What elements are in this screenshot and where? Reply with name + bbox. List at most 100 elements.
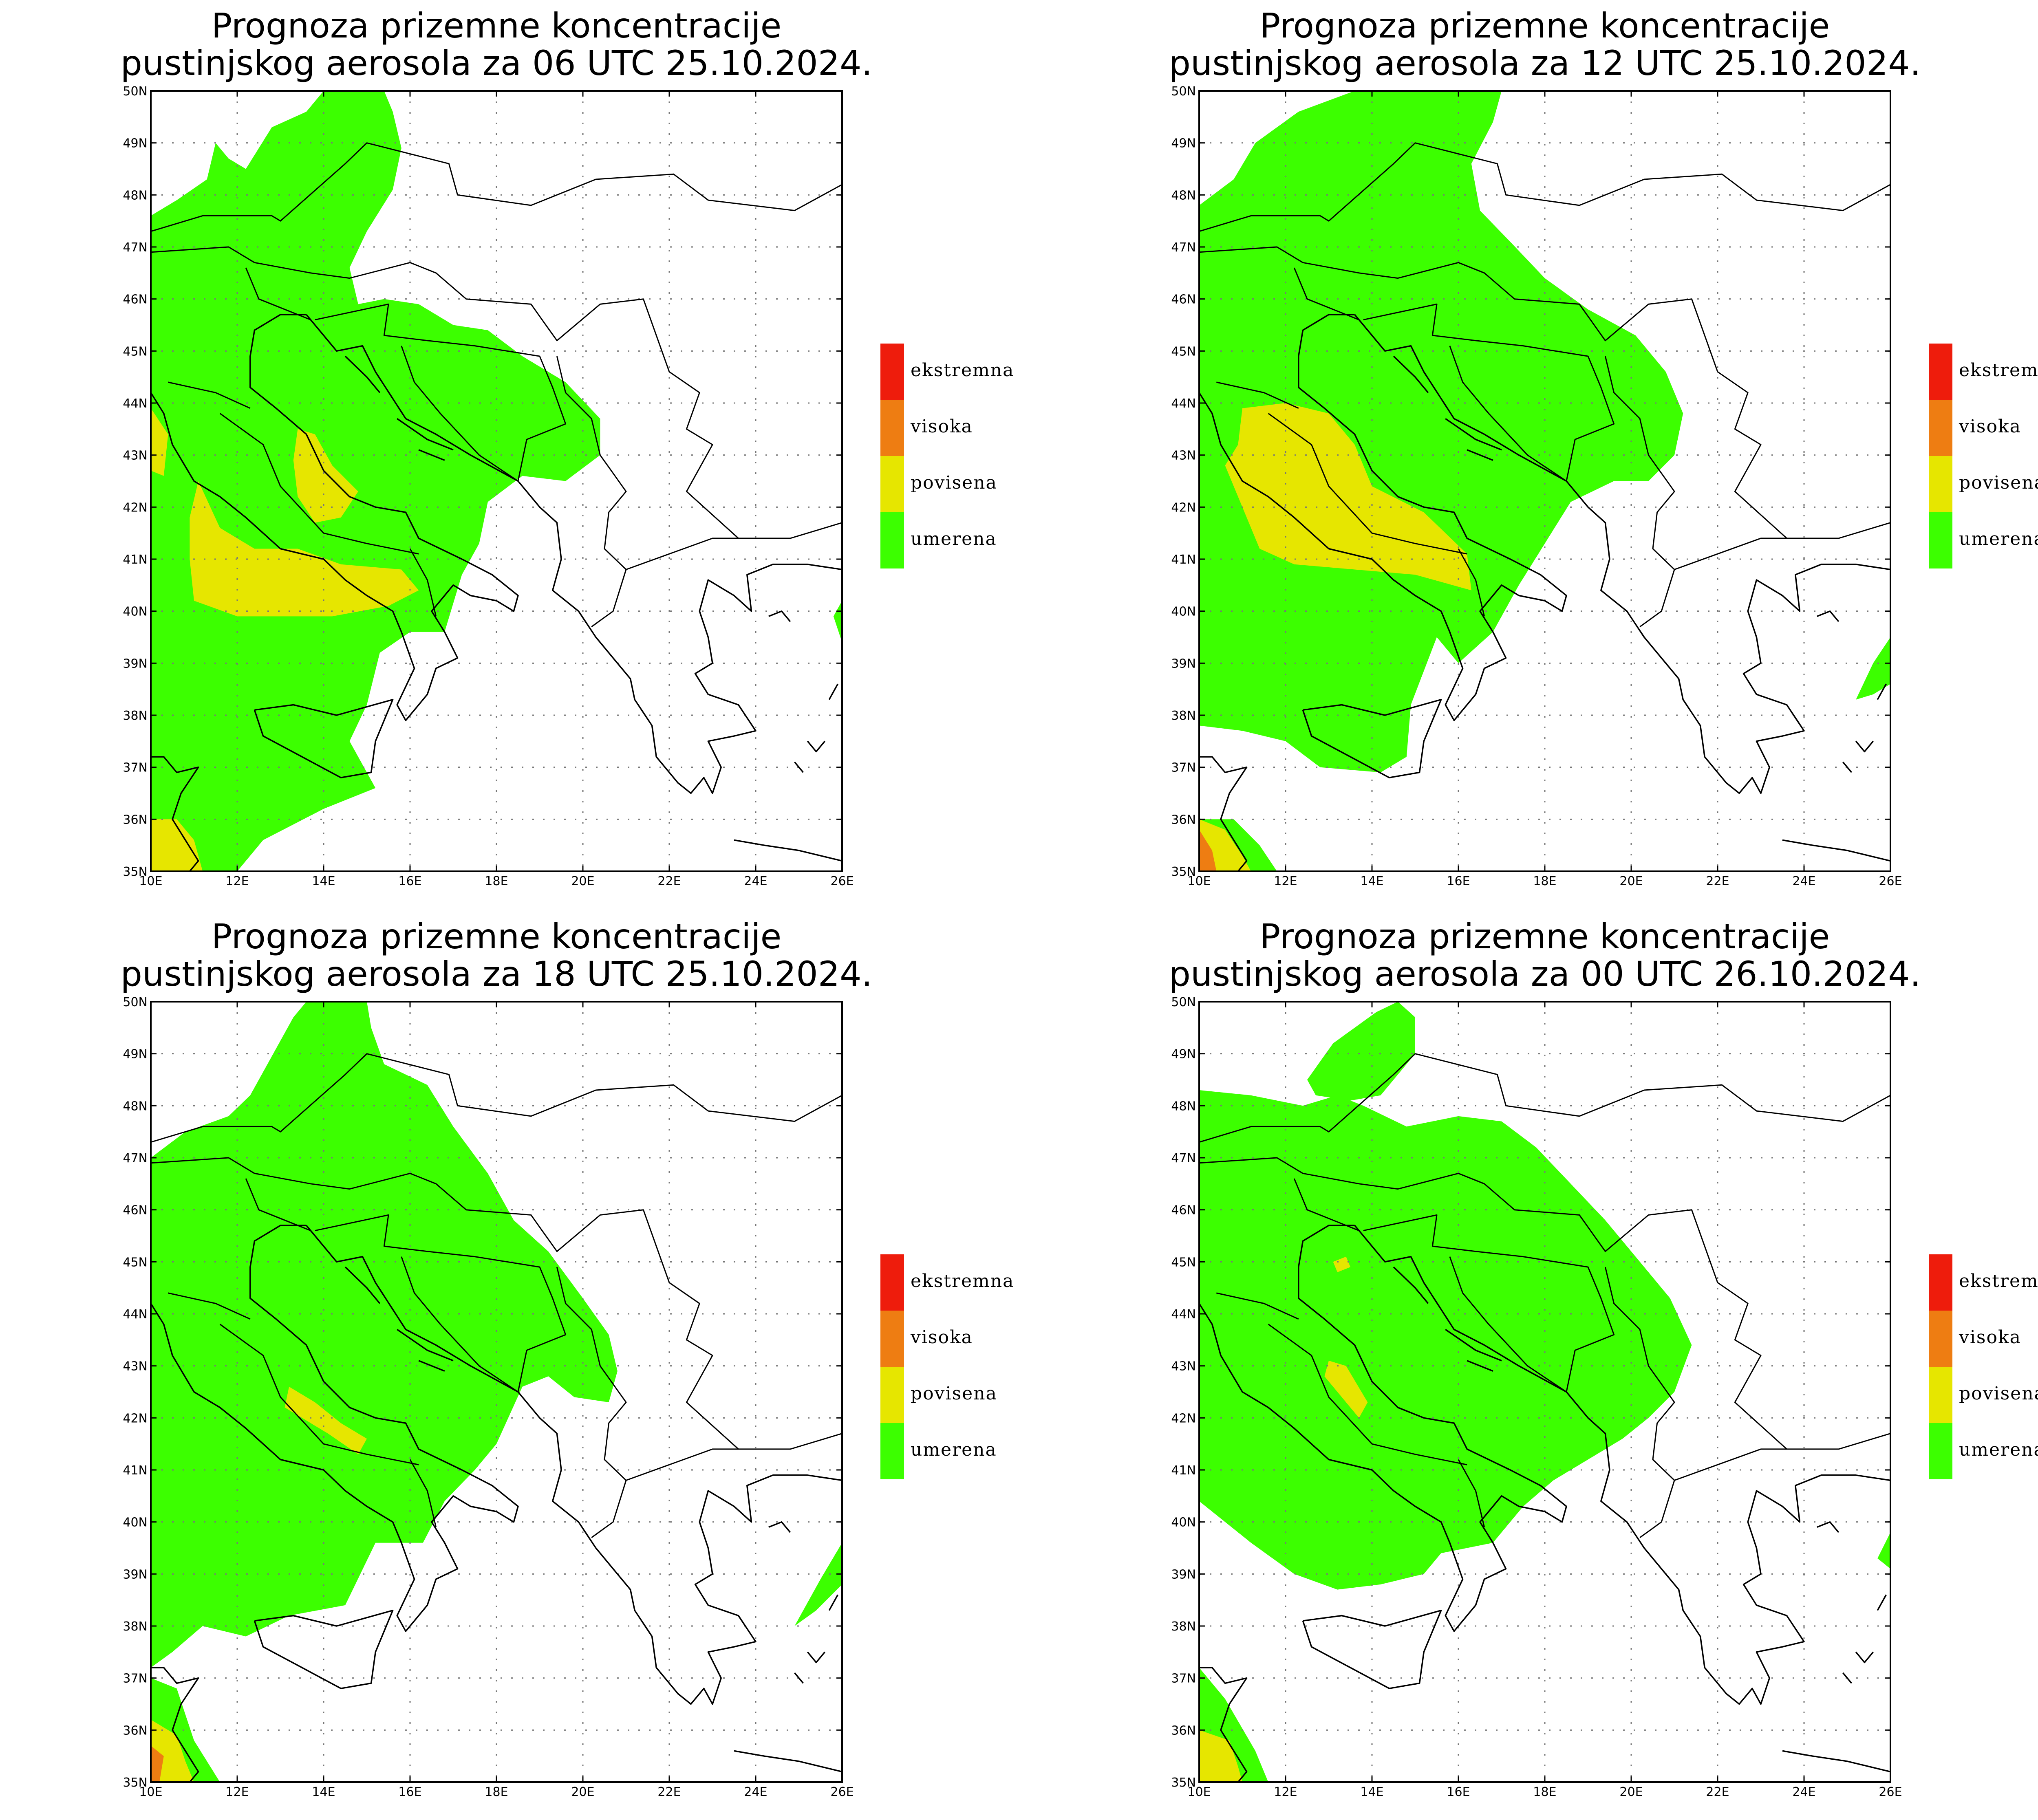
legend-swatch-visoka — [880, 1311, 904, 1367]
lon-tick-label: 22E — [657, 1785, 681, 1799]
lat-tick-label: 47N — [1171, 240, 1196, 255]
coastline — [1817, 1521, 1839, 1533]
coastline — [828, 683, 838, 700]
country-border — [626, 1448, 739, 1481]
legend-swatch-povisena — [1929, 1367, 1952, 1423]
lon-tick-label: 14E — [312, 874, 335, 888]
coastline — [1782, 839, 1890, 871]
aerosol-area-umerena — [1877, 1532, 1890, 1569]
country-border — [1268, 1324, 1467, 1465]
coastline — [418, 1360, 445, 1372]
map-area — [151, 1002, 842, 1782]
country-border — [219, 413, 419, 555]
lat-tick-label: 42N — [1171, 500, 1196, 515]
lon-tick-label: 18E — [485, 1785, 508, 1799]
lon-tick-label: 12E — [1274, 874, 1297, 888]
lat-tick-label: 41N — [1171, 553, 1196, 567]
lat-tick-label: 48N — [123, 188, 148, 203]
coastline — [1393, 355, 1429, 393]
legend-swatch-umerena — [1929, 1423, 1952, 1479]
forecast-panel-3: Prognoza prizemne koncentracijepustinjsk… — [121, 917, 1014, 1799]
lat-tick-label: 37N — [1171, 761, 1196, 775]
coastline — [1877, 683, 1887, 700]
country-border — [245, 1178, 311, 1232]
aerosol-area-umerena — [151, 91, 600, 871]
coastline — [1842, 761, 1852, 773]
aerosol-area-povisena — [1333, 1256, 1350, 1272]
country-border — [151, 246, 842, 539]
aerosol-area-umerena — [1856, 637, 1890, 700]
aerosol-area-umerena — [1199, 91, 1683, 773]
country-border — [1268, 413, 1467, 555]
coastline — [397, 1329, 454, 1362]
lat-tick-label: 47N — [123, 240, 148, 255]
legend-swatch-visoka — [1929, 400, 1952, 456]
country-border — [1449, 1256, 1567, 1393]
coastline — [254, 698, 394, 778]
lat-tick-label: 45N — [1171, 344, 1196, 359]
forecast-panel-2: Prognoza prizemne koncentracijepustinjsk… — [1169, 6, 2038, 888]
coastline — [1199, 314, 1567, 721]
legend-label-visoka: visoka — [910, 416, 973, 437]
coastline — [828, 1594, 838, 1611]
aerosol-area-povisena — [151, 819, 203, 871]
lon-tick-label: 20E — [571, 874, 594, 888]
coastline — [344, 1266, 381, 1304]
country-border — [1199, 1157, 1890, 1450]
lat-tick-label: 43N — [1171, 449, 1196, 463]
country-border — [151, 1053, 842, 1143]
country-border — [151, 1157, 842, 1450]
country-border — [219, 1324, 419, 1465]
legend: ekstremna visoka povisena umerena — [880, 344, 1013, 568]
lat-tick-label: 50N — [123, 84, 148, 99]
lon-tick-label: 18E — [1533, 1785, 1556, 1799]
country-border — [168, 1292, 251, 1320]
coastline — [1354, 1225, 1890, 1705]
lat-tick-label: 49N — [123, 137, 148, 151]
country-border — [1604, 356, 1675, 628]
lon-tick-label: 10E — [139, 1785, 162, 1799]
coastline — [306, 314, 842, 794]
lat-tick-label: 39N — [123, 1567, 148, 1582]
coastline — [1445, 418, 1502, 451]
lat-tick-label: 44N — [123, 1307, 148, 1322]
legend-swatch-visoka — [880, 400, 904, 456]
lat-tick-label: 38N — [123, 1619, 148, 1634]
country-border — [556, 356, 627, 628]
lon-tick-label: 26E — [830, 874, 854, 888]
lat-tick-label: 43N — [123, 1359, 148, 1374]
coastline — [734, 1750, 842, 1782]
aerosol-area-visoka — [151, 1745, 164, 1782]
panel-title-line2: pustinjskog aerosola za 00 UTC 26.10.202… — [1169, 954, 1921, 994]
lat-tick-label: 37N — [1171, 1672, 1196, 1686]
country-border — [315, 303, 567, 481]
lat-tick-label: 37N — [123, 761, 148, 775]
coastline — [1445, 1329, 1502, 1362]
lon-tick-label: 20E — [1619, 1785, 1643, 1799]
coastline — [418, 449, 445, 461]
lat-tick-label: 48N — [1171, 188, 1196, 203]
panel-title-line2: pustinjskog aerosola za 12 UTC 25.10.202… — [1169, 43, 1921, 83]
aerosol-area-visoka — [1199, 829, 1217, 871]
lat-tick-label: 36N — [123, 1723, 148, 1738]
lat-tick-label: 46N — [1171, 1203, 1196, 1218]
lat-tick-label: 45N — [1171, 1255, 1196, 1269]
coastline — [344, 355, 381, 393]
coastline — [151, 1225, 519, 1632]
lat-tick-label: 47N — [1171, 1151, 1196, 1166]
lon-tick-label: 12E — [1274, 1785, 1297, 1799]
lat-tick-label: 44N — [1171, 397, 1196, 411]
legend-label-umerena: umerena — [911, 529, 997, 549]
lon-tick-label: 24E — [744, 874, 767, 888]
panel-title-line1: Prognoza prizemne koncentracije — [1260, 6, 1830, 46]
lat-tick-label: 46N — [123, 1203, 148, 1218]
lat-tick-label: 41N — [123, 553, 148, 567]
legend-swatch-ekstremna — [1929, 1254, 1952, 1311]
country-border — [1363, 1214, 1615, 1392]
lat-tick-label: 40N — [123, 605, 148, 619]
legend-label-povisena: povisena — [1959, 1383, 2038, 1404]
coastline — [1855, 1651, 1874, 1664]
legend-label-visoka: visoka — [1959, 416, 2021, 437]
lat-tick-label: 42N — [123, 1411, 148, 1426]
